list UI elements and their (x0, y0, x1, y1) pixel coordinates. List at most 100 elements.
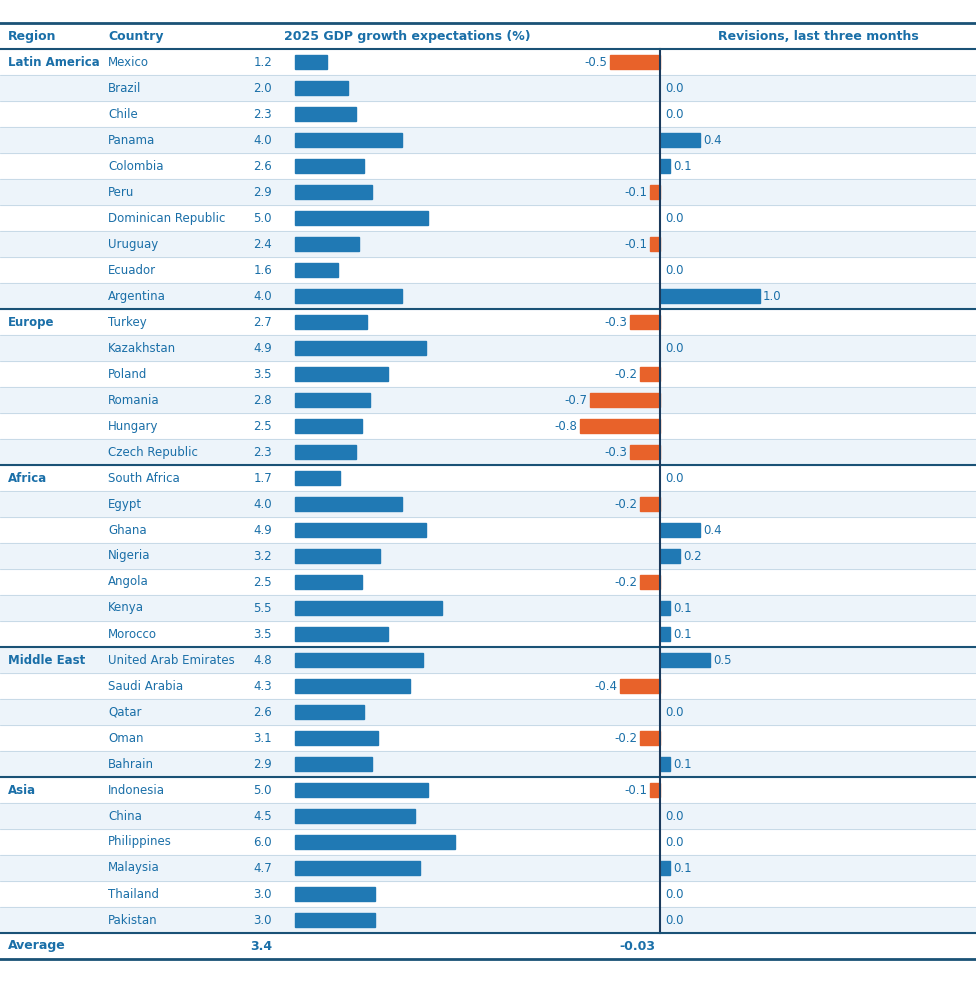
Bar (660, 134, 700, 146)
Text: Peru: Peru (108, 186, 135, 198)
Text: Thailand: Thailand (108, 888, 159, 900)
Text: Indonesia: Indonesia (108, 784, 165, 796)
Text: 0.1: 0.1 (673, 627, 692, 640)
Text: Region: Region (8, 29, 57, 42)
Text: 1.7: 1.7 (253, 471, 272, 484)
Bar (295, 186, 372, 198)
Text: 2.6: 2.6 (253, 159, 272, 173)
Text: 6.0: 6.0 (254, 836, 272, 848)
Text: China: China (108, 809, 142, 823)
Bar (640, 367, 660, 381)
Text: -0.3: -0.3 (604, 315, 627, 329)
Text: 2.7: 2.7 (253, 315, 272, 329)
Text: Turkey: Turkey (108, 315, 146, 329)
Bar (0, 231, 976, 257)
Text: 0.1: 0.1 (673, 757, 692, 771)
Text: Country: Country (108, 29, 164, 42)
Text: Poland: Poland (108, 367, 147, 380)
Text: 2.3: 2.3 (254, 446, 272, 459)
Text: Argentina: Argentina (108, 290, 166, 302)
Text: Egypt: Egypt (108, 498, 142, 511)
Text: 0.0: 0.0 (665, 809, 683, 823)
Text: 0.0: 0.0 (665, 836, 683, 848)
Text: Morocco: Morocco (108, 627, 157, 640)
Bar (620, 680, 660, 692)
Text: -0.2: -0.2 (614, 732, 637, 744)
Text: Angola: Angola (108, 575, 148, 588)
Text: Asia: Asia (8, 784, 36, 796)
Text: Panama: Panama (108, 134, 155, 146)
Text: 4.0: 4.0 (254, 498, 272, 511)
Text: Pakistan: Pakistan (108, 913, 158, 926)
Bar (0, 751, 976, 777)
Bar (295, 82, 348, 94)
Text: Ecuador: Ecuador (108, 263, 156, 277)
Text: 2.8: 2.8 (254, 394, 272, 407)
Text: Latin America: Latin America (8, 56, 100, 69)
Text: 0.0: 0.0 (665, 263, 683, 277)
Text: Saudi Arabia: Saudi Arabia (108, 680, 183, 692)
Text: 3.0: 3.0 (254, 888, 272, 900)
Bar (660, 523, 700, 537)
Bar (295, 107, 356, 121)
Text: Hungary: Hungary (108, 419, 158, 432)
Bar (295, 238, 359, 250)
Text: 3.2: 3.2 (254, 550, 272, 563)
Text: 3.1: 3.1 (254, 732, 272, 744)
Bar (295, 315, 367, 329)
Text: -0.7: -0.7 (564, 394, 587, 407)
Bar (295, 211, 428, 225)
Text: -0.1: -0.1 (624, 238, 647, 250)
Bar (0, 75, 976, 101)
Text: 4.8: 4.8 (254, 653, 272, 667)
Text: Romania: Romania (108, 394, 160, 407)
Text: 1.2: 1.2 (253, 56, 272, 69)
Text: 4.7: 4.7 (253, 861, 272, 875)
Bar (630, 315, 660, 329)
Text: Ghana: Ghana (108, 523, 146, 536)
Text: 3.0: 3.0 (254, 913, 272, 926)
Text: 2.0: 2.0 (254, 82, 272, 94)
Bar (0, 439, 976, 465)
Text: 4.5: 4.5 (254, 809, 272, 823)
Bar (610, 55, 660, 69)
Text: 2.9: 2.9 (253, 757, 272, 771)
Text: 3.4: 3.4 (250, 940, 272, 953)
Text: 4.3: 4.3 (254, 680, 272, 692)
Text: 2025 GDP growth expectations (%): 2025 GDP growth expectations (%) (284, 29, 531, 42)
Bar (295, 888, 375, 900)
Bar (295, 159, 364, 173)
Text: 0.1: 0.1 (673, 861, 692, 875)
Text: 0.2: 0.2 (683, 550, 702, 563)
Text: -0.3: -0.3 (604, 446, 627, 459)
Bar (0, 283, 976, 309)
Text: Revisions, last three months: Revisions, last three months (717, 29, 918, 42)
Bar (295, 732, 378, 744)
Bar (0, 335, 976, 361)
Text: Nigeria: Nigeria (108, 550, 150, 563)
Bar (295, 653, 423, 667)
Bar (0, 803, 976, 829)
Bar (0, 907, 976, 933)
Bar (650, 784, 660, 796)
Text: 0.0: 0.0 (665, 888, 683, 900)
Text: Uruguay: Uruguay (108, 238, 158, 250)
Bar (295, 263, 338, 277)
Bar (295, 419, 362, 433)
Bar (580, 419, 660, 433)
Bar (295, 601, 442, 615)
Text: 0.0: 0.0 (665, 913, 683, 926)
Text: Chile: Chile (108, 107, 138, 121)
Bar (630, 445, 660, 459)
Bar (0, 127, 976, 153)
Bar (650, 186, 660, 198)
Bar (0, 855, 976, 881)
Bar (660, 601, 670, 615)
Text: 5.0: 5.0 (254, 211, 272, 225)
Bar (660, 159, 670, 173)
Text: 3.5: 3.5 (254, 367, 272, 380)
Bar (590, 393, 660, 407)
Text: 0.5: 0.5 (713, 653, 731, 667)
Text: 2.4: 2.4 (253, 238, 272, 250)
Text: 0.0: 0.0 (665, 211, 683, 225)
